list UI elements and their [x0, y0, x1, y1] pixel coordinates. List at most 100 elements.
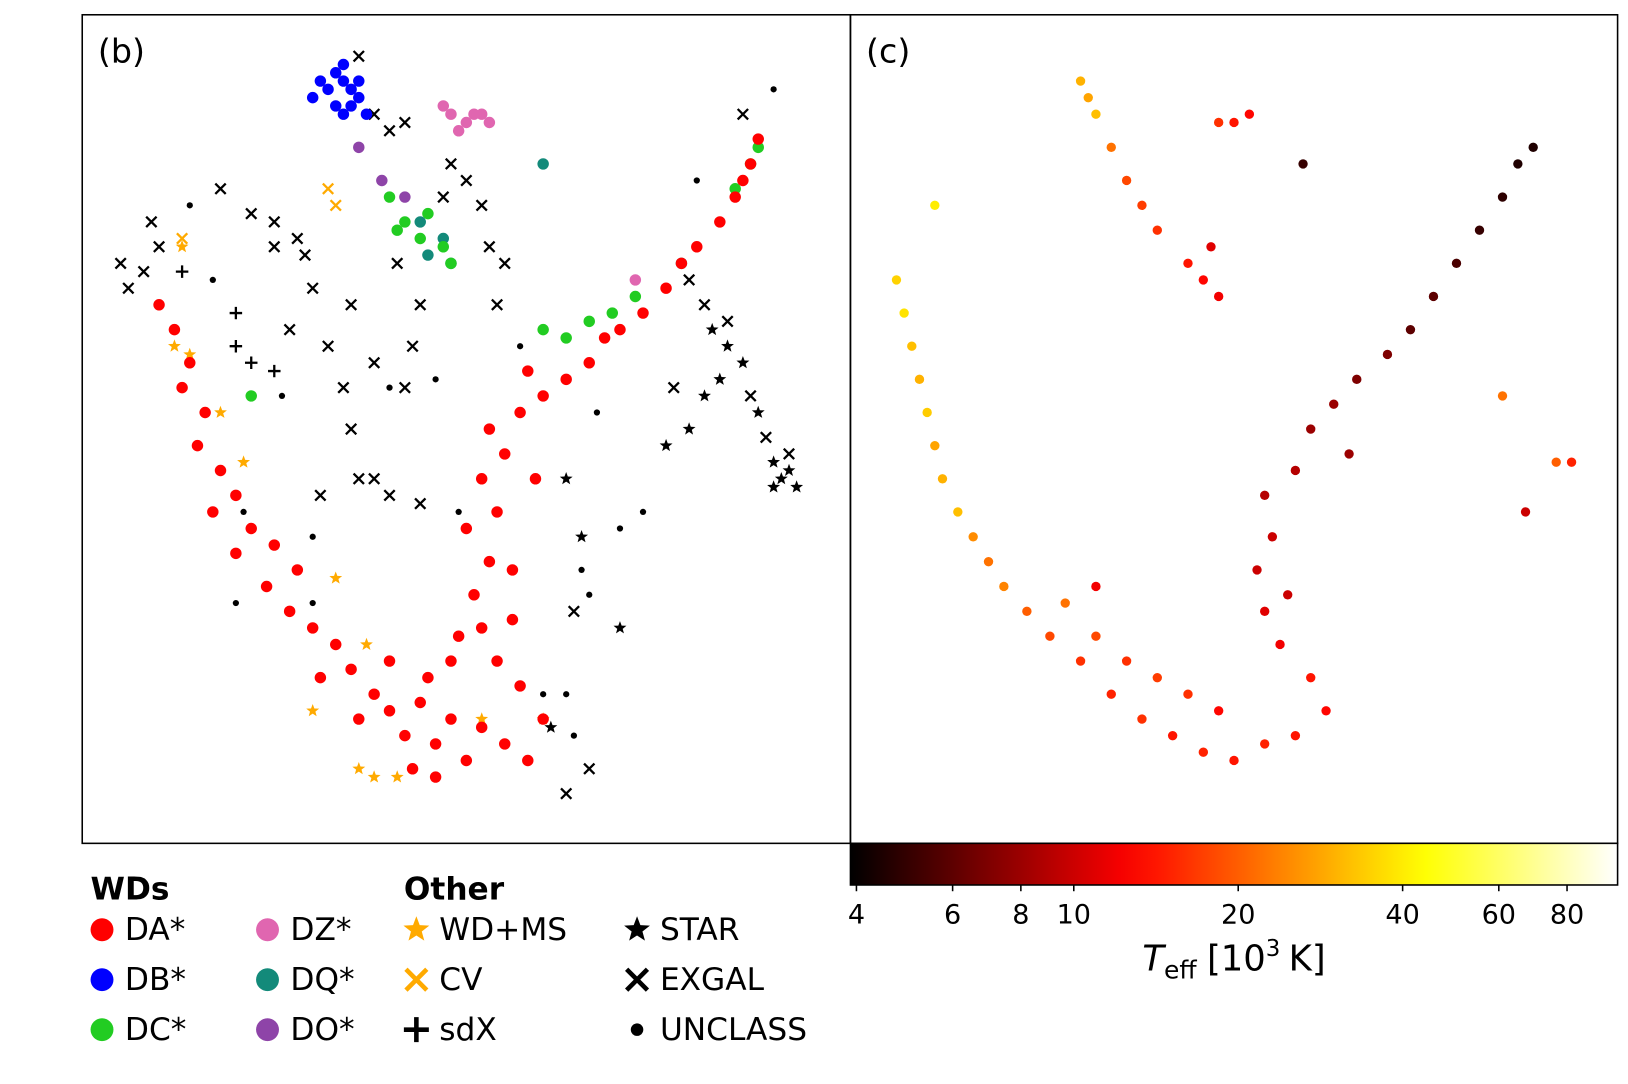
point — [1298, 159, 1308, 169]
colorbar-label-part: K] — [1289, 938, 1326, 979]
point — [516, 343, 524, 350]
point — [214, 464, 227, 477]
point — [437, 100, 450, 112]
point — [1106, 689, 1116, 699]
point — [1428, 291, 1439, 302]
point — [1183, 258, 1193, 269]
legend-marker — [403, 1017, 429, 1043]
point — [1290, 730, 1301, 741]
legend-label: DA* — [125, 912, 185, 948]
point — [1566, 457, 1577, 467]
point — [260, 580, 273, 593]
point — [314, 671, 327, 684]
point — [721, 339, 734, 352]
point — [1121, 656, 1132, 666]
point — [586, 591, 593, 598]
point — [782, 463, 796, 477]
point — [1244, 109, 1255, 119]
point — [759, 431, 772, 444]
point — [1344, 449, 1354, 459]
point — [914, 374, 925, 385]
point — [398, 116, 411, 129]
point — [153, 299, 165, 311]
point — [475, 712, 489, 725]
point — [1183, 689, 1193, 699]
point — [337, 58, 350, 71]
point — [230, 489, 242, 502]
legend-label: DO* — [290, 1012, 354, 1048]
point — [345, 83, 357, 96]
point — [414, 216, 426, 228]
point — [736, 108, 749, 121]
legend-marker — [90, 1018, 114, 1042]
point — [1213, 117, 1224, 128]
point — [1528, 142, 1538, 153]
point — [153, 240, 166, 253]
point — [499, 738, 511, 750]
point — [1152, 672, 1162, 683]
point — [1283, 590, 1293, 600]
point — [414, 696, 426, 709]
point — [429, 771, 442, 783]
point — [309, 599, 316, 607]
point — [522, 365, 534, 377]
point — [1075, 76, 1086, 86]
point — [691, 241, 703, 253]
point — [360, 108, 373, 120]
point — [209, 276, 216, 284]
point — [1306, 424, 1316, 434]
point — [683, 273, 696, 286]
point — [629, 290, 642, 303]
point — [175, 240, 189, 253]
point — [452, 630, 465, 642]
point — [399, 216, 411, 228]
point — [229, 339, 243, 353]
point — [1321, 706, 1331, 716]
point — [240, 508, 247, 516]
point — [1520, 507, 1531, 517]
colorbar-tick-label: 10 — [1057, 899, 1091, 930]
point — [176, 381, 188, 394]
point — [306, 622, 319, 634]
point — [891, 275, 902, 285]
point — [229, 306, 243, 320]
point — [383, 705, 396, 717]
point — [422, 207, 434, 220]
point — [1121, 175, 1132, 186]
legend-marker — [256, 1018, 279, 1042]
point — [268, 215, 281, 228]
point — [368, 688, 380, 700]
point — [445, 257, 457, 270]
point — [1260, 606, 1270, 617]
point — [353, 713, 365, 725]
point — [491, 298, 504, 311]
point — [429, 738, 442, 750]
point — [168, 323, 181, 336]
point — [1213, 706, 1224, 716]
point — [1060, 598, 1070, 608]
point — [1252, 565, 1262, 575]
colorbar-label-part: T — [1142, 938, 1166, 979]
point — [314, 75, 327, 87]
point — [560, 787, 573, 800]
point — [445, 108, 457, 120]
legend-marker — [256, 968, 279, 992]
point — [383, 655, 396, 667]
point — [1451, 258, 1462, 269]
point — [544, 720, 558, 733]
point — [268, 364, 281, 378]
point — [345, 298, 358, 311]
legend-marker — [625, 967, 650, 992]
point — [337, 381, 350, 394]
point — [390, 770, 404, 783]
point — [491, 655, 503, 667]
point — [352, 762, 366, 775]
point — [422, 249, 434, 261]
point — [937, 474, 948, 484]
point — [514, 406, 526, 419]
point — [560, 373, 572, 386]
colorbar-label-part: 3 — [1266, 936, 1281, 962]
point — [475, 108, 488, 120]
point — [291, 564, 304, 576]
point — [1229, 117, 1239, 128]
